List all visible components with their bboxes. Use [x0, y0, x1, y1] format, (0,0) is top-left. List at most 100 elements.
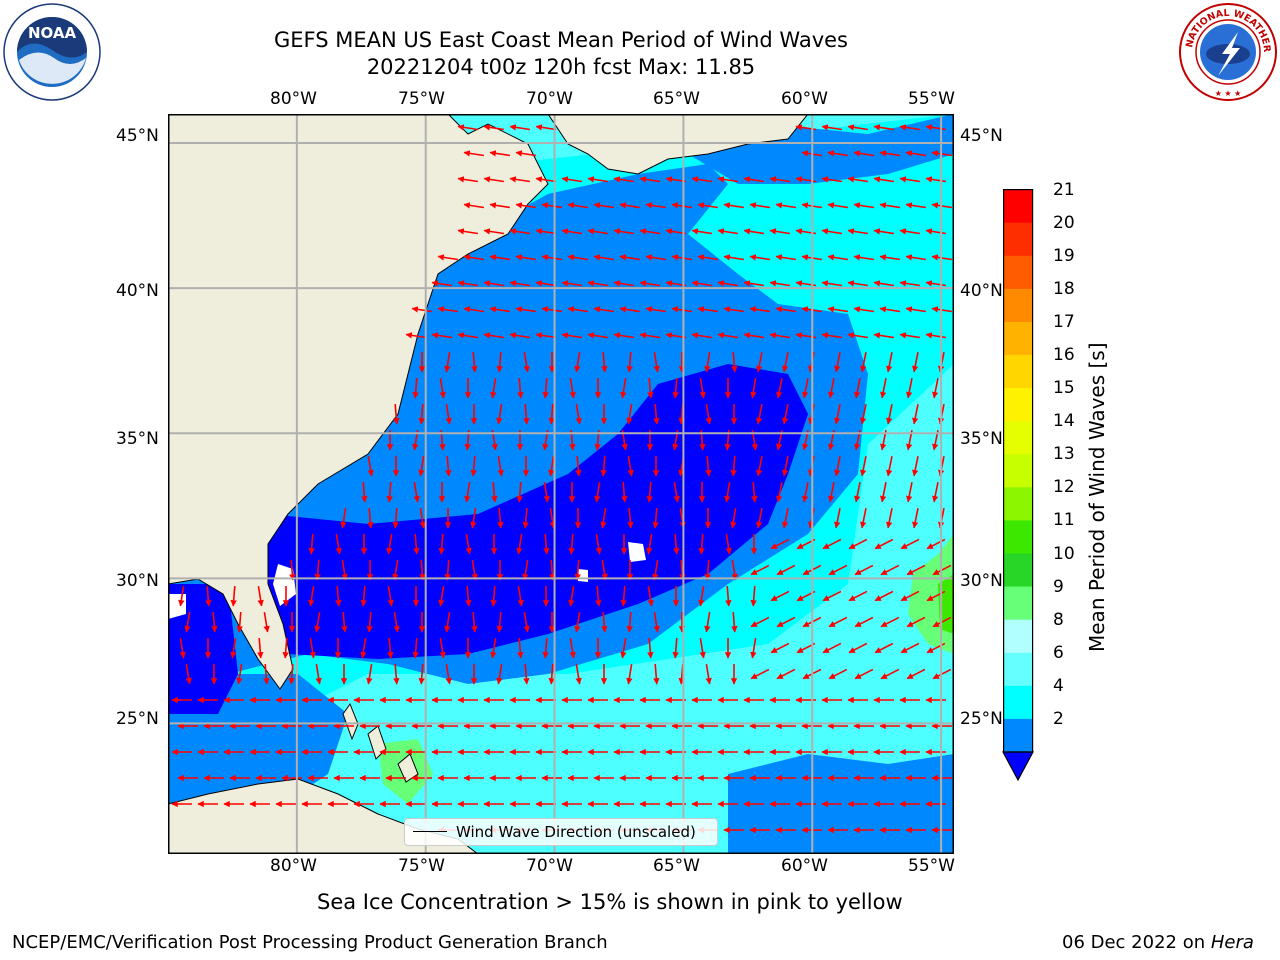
wave-direction-arrow: [445, 455, 452, 477]
colorbar-tick-label: 2: [1053, 708, 1064, 729]
wave-direction-arrow: [393, 403, 400, 425]
wave-direction-arrow: [496, 611, 503, 633]
wave-direction-arrow: [613, 280, 635, 287]
svg-text:★ ★ ★: ★ ★ ★: [1215, 89, 1242, 98]
wave-direction-arrow: [822, 538, 842, 550]
lat-label-left: 35°N: [116, 429, 159, 449]
wave-direction-arrow: [549, 508, 556, 529]
wave-direction-arrow: [340, 508, 347, 529]
wave-direction-arrow: [880, 564, 900, 576]
wave-direction-arrow: [704, 352, 711, 373]
lat-label-left: 45°N: [116, 126, 159, 146]
wave-direction-arrow: [906, 616, 926, 628]
colorbar-tick-label: 12: [1053, 477, 1075, 498]
wave-direction-arrow: [847, 176, 869, 183]
wave-direction-arrow: [756, 404, 763, 425]
wave-direction-arrow: [211, 611, 218, 633]
wave-direction-arrow: [621, 481, 628, 503]
wave-direction-arrow: [366, 664, 373, 685]
lon-label-top: 75°W: [398, 89, 445, 109]
wave-direction-arrow: [671, 202, 693, 209]
wave-direction-arrow: [465, 585, 472, 607]
wave-direction-arrow: [847, 124, 869, 131]
wave-direction-arrow: [717, 280, 739, 287]
lon-label-top: 70°W: [526, 89, 573, 109]
wave-direction-arrow: [653, 403, 660, 425]
wave-direction-arrow: [575, 664, 582, 685]
wave-direction-arrow: [516, 534, 523, 555]
wave-direction-arrow: [673, 482, 680, 503]
colorbar-segment: [1003, 454, 1033, 488]
wave-direction-arrow: [569, 638, 576, 659]
colorbar-segment: [1003, 255, 1033, 290]
wave-direction-arrow: [827, 202, 849, 209]
wave-direction-arrow: [653, 612, 660, 633]
lat-label-left: 25°N: [116, 709, 159, 729]
wave-direction-arrow: [827, 254, 849, 261]
lat-label-right: 40°N: [960, 281, 1003, 301]
footer-date: 06 Dec 2022 on Hera: [1062, 932, 1254, 953]
wave-direction-arrow: [561, 280, 583, 287]
wave-direction-arrow: [822, 590, 842, 602]
colorbar-tick-label: 6: [1053, 642, 1064, 663]
wave-direction-arrow: [549, 559, 556, 581]
wave-direction-arrow: [523, 352, 530, 373]
lat-label-left: 30°N: [116, 571, 159, 591]
wave-direction-arrow: [724, 482, 731, 503]
wave-direction-arrow: [912, 508, 919, 529]
wave-direction-arrow: [900, 642, 920, 654]
wave-direction-arrow: [899, 124, 921, 131]
wave-direction-arrow: [288, 663, 295, 685]
lat-label-right: 35°N: [960, 429, 1003, 449]
wave-direction-arrow: [912, 456, 919, 477]
wave-direction-arrow: [515, 254, 537, 261]
wave-direction-arrow: [906, 668, 926, 680]
wave-direction-arrow: [574, 559, 581, 581]
lat-label-right: 30°N: [960, 571, 1003, 591]
national-weather-service-logo-icon: NATIONAL WEATHER SERVICE ★ ★ ★: [1174, 0, 1278, 102]
wave-direction-arrow: [509, 176, 531, 183]
wave-direction-arrow: [925, 280, 947, 287]
wave-direction-arrow: [905, 202, 927, 209]
wave-direction-arrow: [541, 306, 563, 313]
wave-direction-arrow: [834, 508, 841, 529]
colorbar-segment: [1003, 718, 1033, 753]
wave-direction-arrow: [879, 202, 901, 209]
wave-direction-arrow: [593, 202, 615, 209]
wave-direction-arrow: [775, 306, 797, 313]
wave-direction-arrow: [335, 585, 342, 607]
wave-direction-arrow: [782, 456, 789, 477]
wave-direction-arrow: [386, 534, 393, 555]
wave-direction-arrow: [517, 637, 524, 659]
wave-direction-arrow: [490, 378, 497, 399]
wave-direction-arrow: [731, 560, 738, 581]
wave-direction-arrow: [769, 228, 791, 235]
wave-direction-arrow: [906, 564, 926, 576]
wave-direction-arrow: [899, 228, 921, 235]
map-legend: Wind Wave Direction (unscaled): [404, 818, 718, 846]
wave-direction-arrow: [523, 612, 530, 633]
wave-direction-arrow: [179, 638, 186, 659]
wave-direction-arrow: [489, 150, 511, 157]
wave-direction-arrow: [575, 455, 582, 477]
wave-direction-arrow: [463, 202, 485, 209]
colorbar-segment: [1003, 685, 1033, 720]
wave-direction-arrow: [743, 176, 765, 183]
wave-direction-arrow: [750, 564, 770, 576]
wave-direction-arrow: [723, 306, 745, 313]
colorbar-segment: [1003, 652, 1033, 687]
wave-direction-arrow: [315, 664, 322, 685]
wave-direction-arrow: [653, 352, 660, 373]
wave-direction-arrow: [691, 228, 713, 235]
wave-direction-arrow: [230, 585, 237, 607]
wave-direction-arrow: [393, 663, 400, 685]
wave-direction-arrow: [470, 508, 477, 529]
wave-direction-arrow: [491, 481, 498, 503]
wave-direction-arrow: [776, 564, 796, 576]
wave-direction-arrow: [431, 332, 453, 339]
wave-direction-arrow: [704, 559, 711, 581]
wave-direction-arrow: [418, 403, 425, 425]
colorbar-label: Mean Period of Wind Waves [s]: [1085, 342, 1109, 652]
wave-direction-arrow: [412, 377, 419, 399]
wave-direction-arrow: [438, 533, 445, 555]
